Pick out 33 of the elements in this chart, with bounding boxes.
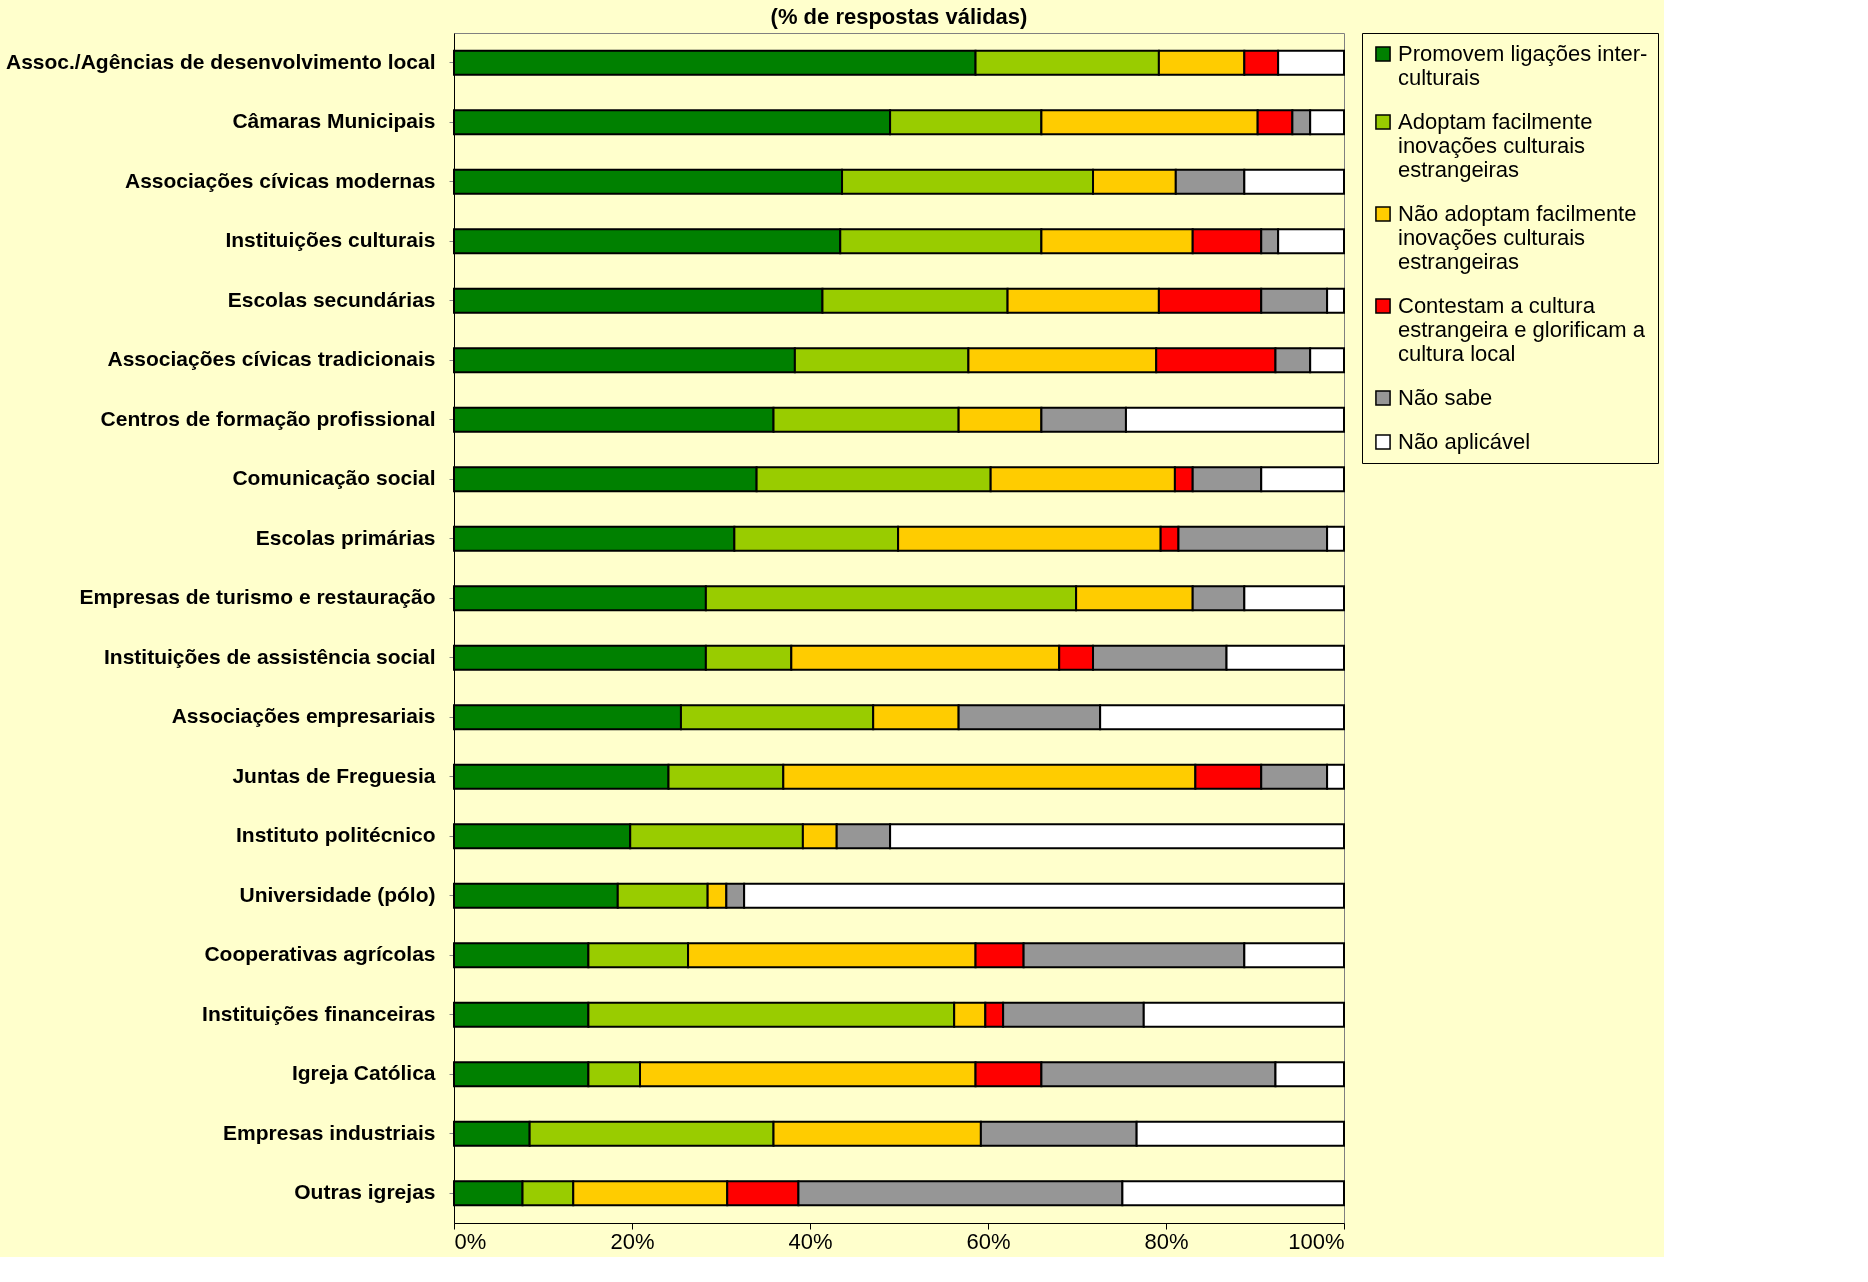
- y-tick-label: Empresas industriais: [223, 1120, 436, 1144]
- y-tick-label: Comunicação social: [232, 466, 436, 490]
- x-tick-label: 40%: [788, 1228, 833, 1254]
- y-tick-label: Universidade (pólo): [239, 882, 436, 906]
- y-tick-label: Instituições de assistência social: [104, 644, 436, 668]
- x-tick-label: 20%: [610, 1228, 655, 1254]
- y-tick-label: Escolas secundárias: [227, 287, 436, 311]
- chart-title: (% de respostas válidas): [770, 3, 1028, 29]
- y-tick-label: Associações empresariais: [171, 704, 436, 728]
- legend-label: Adoptam facilmente inovações culturais estrangeiras: [1398, 109, 1593, 182]
- y-tick-label: Escolas primárias: [255, 525, 436, 549]
- y-tick-label: Empresas de turismo e restauração: [79, 585, 436, 609]
- x-tick-label: 100%: [1288, 1228, 1345, 1254]
- legend-label: Promovem ligações inter-culturais: [1398, 41, 1648, 90]
- x-tick-label: 60%: [966, 1228, 1011, 1254]
- x-tick-label: 0%: [454, 1228, 487, 1254]
- legend-label: Não aplicável: [1398, 429, 1531, 454]
- x-tick-label: 80%: [1144, 1228, 1189, 1254]
- y-tick-label: Instituições culturais: [225, 228, 436, 252]
- y-tick-label: Outras igrejas: [294, 1180, 436, 1204]
- legend-label: Não adoptam facilmente inovações culturais estrangeiras: [1398, 201, 1637, 274]
- y-tick-label: Instituições financeiras: [202, 1001, 436, 1025]
- y-tick-label: Cooperativas agrícolas: [204, 942, 436, 966]
- y-tick-label: Juntas de Freguesia: [232, 763, 436, 787]
- y-tick-label: Igreja Católica: [291, 1061, 436, 1085]
- y-tick-label: Câmaras Municipais: [232, 109, 436, 133]
- y-tick-label: Centros de formação profissional: [100, 406, 436, 430]
- y-tick-label: Assoc./Agências de desenvolvimento local: [6, 49, 436, 73]
- legend-label: Não sabe: [1398, 385, 1493, 410]
- y-tick-label: Instituto politécnico: [236, 823, 436, 847]
- y-tick-label: Associações cívicas modernas: [124, 168, 436, 192]
- y-tick-label: Associações cívicas tradicionais: [107, 347, 436, 371]
- legend-label: Contestam a cultura estrangeira e glorificam a cultura local: [1398, 293, 1646, 366]
